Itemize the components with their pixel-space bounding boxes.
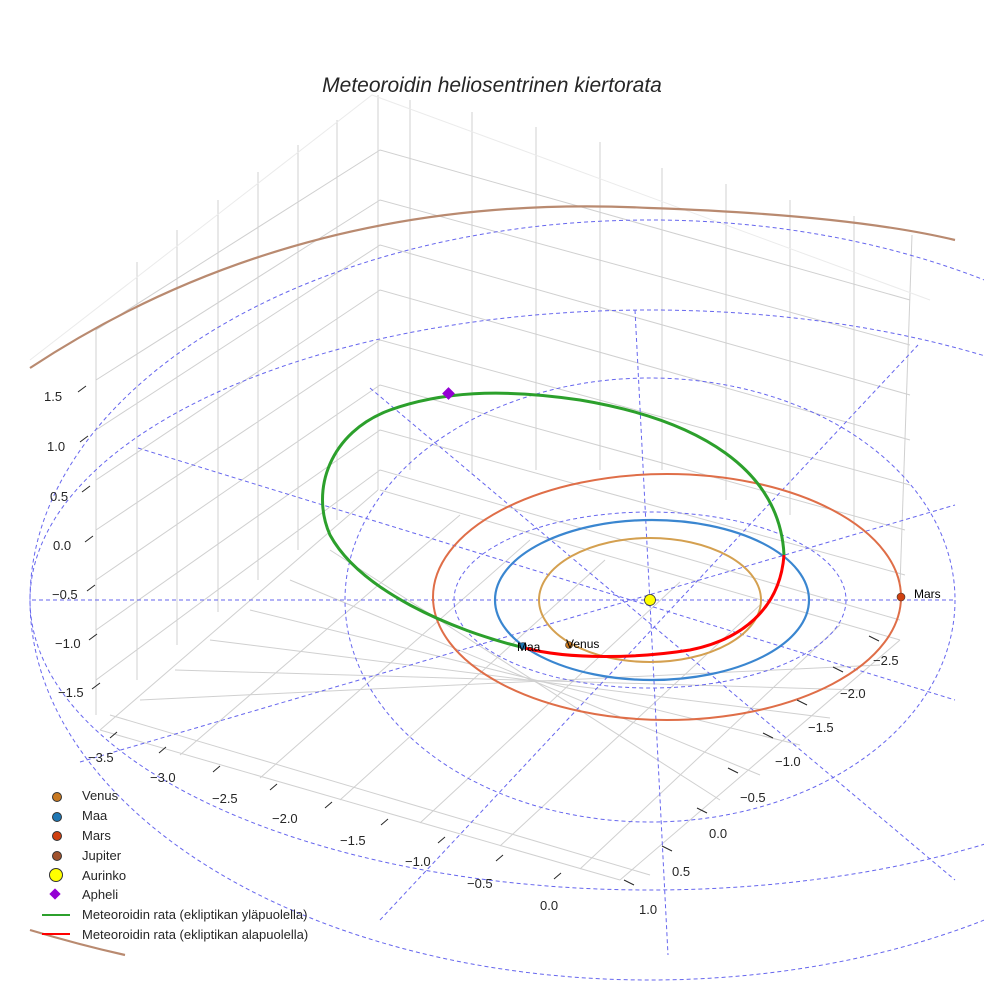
- meteoroid-orbit-below: [524, 554, 786, 658]
- maa-label: Maa: [517, 640, 541, 654]
- aphelion-marker[interactable]: [442, 387, 455, 400]
- sun-marker[interactable]: [644, 594, 656, 606]
- svg-text:−1.0: −1.0: [405, 854, 431, 869]
- diamond-icon: [49, 888, 61, 900]
- svg-text:−2.0: −2.0: [272, 811, 298, 826]
- y-axis: [623, 635, 880, 886]
- red-line-icon: [42, 933, 70, 936]
- legend-item-mars: Mars: [38, 826, 308, 846]
- svg-text:−1.5: −1.5: [340, 833, 366, 848]
- svg-text:−2.5: −2.5: [873, 653, 899, 668]
- y-axis-labels: 1.0 0.5 0.0 −0.5 −1.0 −1.5 −2.0 −2.5: [639, 653, 899, 917]
- mars-label: Mars: [914, 587, 941, 601]
- jupiter-orbit-lower: [29, 928, 126, 957]
- legend-item-aurinko: Aurinko: [38, 865, 308, 885]
- axes-panes-grid: [29, 94, 931, 881]
- earth-dot-icon: [52, 811, 62, 822]
- svg-text:−0.5: −0.5: [740, 790, 766, 805]
- legend-item-venus: Venus: [38, 786, 308, 806]
- meteoroid-orbit-above: [321, 391, 786, 650]
- legend-item-maa: Maa: [38, 806, 308, 826]
- jupiter-dot-icon: [52, 851, 62, 862]
- earth-marker[interactable]: [519, 642, 527, 650]
- svg-text:−1.5: −1.5: [808, 720, 834, 735]
- venus-dot-icon: [52, 791, 62, 802]
- svg-text:−2.5: −2.5: [212, 791, 238, 806]
- chart-title: Meteoroidin heliosentrinen kiertorata: [322, 74, 662, 97]
- z-axis: [77, 385, 101, 690]
- svg-text:−2.0: −2.0: [840, 686, 866, 701]
- svg-text:1.0: 1.0: [47, 439, 65, 454]
- jupiter-orbit: [29, 205, 956, 369]
- legend-item-apheli: Apheli: [38, 885, 308, 905]
- x-axis-labels: −3.5 −3.0 −2.5 −2.0 −1.5 −1.0 −0.5 0.0: [88, 750, 558, 913]
- sun-dot-icon: [49, 868, 63, 883]
- svg-text:−1.0: −1.0: [55, 636, 81, 651]
- venus-label: Venus: [566, 637, 599, 651]
- svg-text:−0.5: −0.5: [52, 587, 78, 602]
- svg-text:1.0: 1.0: [639, 902, 657, 917]
- legend: Venus Maa Mars Jupiter Aurinko Apheli Me…: [38, 786, 308, 944]
- earth-orbit: [493, 518, 811, 682]
- x-axis: [109, 731, 562, 880]
- legend-item-jupiter: Jupiter: [38, 845, 308, 865]
- svg-text:0.0: 0.0: [540, 898, 558, 913]
- green-line-icon: [42, 913, 70, 916]
- svg-text:1.5: 1.5: [44, 389, 62, 404]
- svg-text:0.0: 0.0: [53, 538, 71, 553]
- mars-dot-icon: [52, 831, 62, 842]
- svg-text:−0.5: −0.5: [467, 876, 493, 891]
- svg-text:0.5: 0.5: [672, 864, 690, 879]
- ecliptic-reference-grid: [29, 219, 984, 981]
- svg-text:−3.0: −3.0: [150, 770, 176, 785]
- svg-text:−1.5: −1.5: [58, 685, 84, 700]
- svg-text:0.0: 0.0: [709, 826, 727, 841]
- z-axis-labels: 1.5 1.0 0.5 0.0 −0.5 −1.0 −1.5: [44, 389, 84, 700]
- legend-item-orbit-above: Meteoroidin rata (ekliptikan yläpuolella…: [38, 905, 308, 925]
- svg-text:−1.0: −1.0: [775, 754, 801, 769]
- mars-marker[interactable]: [896, 592, 906, 602]
- venus-orbit: [538, 537, 762, 663]
- venus-marker[interactable]: [565, 641, 573, 649]
- svg-text:0.5: 0.5: [50, 489, 68, 504]
- legend-item-orbit-below: Meteoroidin rata (ekliptikan alapuolella…: [38, 925, 308, 945]
- svg-text:−3.5: −3.5: [88, 750, 114, 765]
